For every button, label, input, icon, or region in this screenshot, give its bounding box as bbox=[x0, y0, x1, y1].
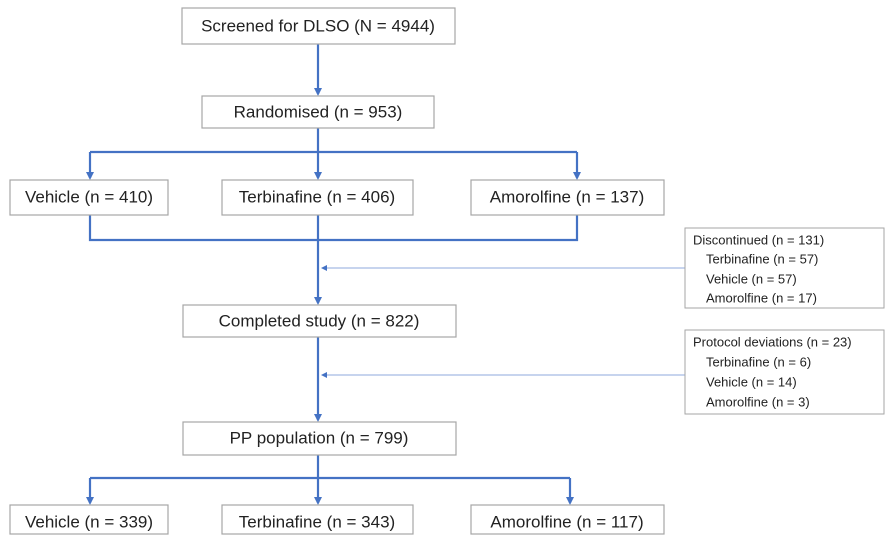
side-box-frame bbox=[684, 227, 885, 309]
side-title: Protocol deviations (n = 23) bbox=[693, 334, 852, 349]
box bbox=[9, 179, 169, 216]
box bbox=[470, 504, 665, 535]
side-item: Terbinafine (n = 57) bbox=[706, 251, 818, 266]
node-label: Screened for DLSO (N = 4944) bbox=[201, 16, 435, 35]
side-item: Amorolfine (n = 17) bbox=[706, 290, 817, 305]
side-box-frame bbox=[684, 329, 885, 415]
box bbox=[221, 504, 414, 535]
connectors bbox=[86, 44, 685, 505]
side-title: Discontinued (n = 131) bbox=[693, 232, 824, 247]
box bbox=[181, 7, 456, 45]
box bbox=[182, 304, 457, 338]
node-label: Completed study (n = 822) bbox=[219, 311, 420, 330]
side-item: Vehicle (n = 14) bbox=[706, 374, 797, 389]
boxes: Screened for DLSO (N = 4944) Randomised … bbox=[9, 7, 665, 535]
node-label: Terbinafine (n = 406) bbox=[239, 187, 395, 206]
side-item: Terbinafine (n = 6) bbox=[706, 354, 811, 369]
node-label: Vehicle (n = 339) bbox=[25, 512, 153, 531]
side-box: Protocol deviations (n = 23) Terbinafine… bbox=[684, 329, 885, 415]
node-label: Randomised (n = 953) bbox=[234, 102, 403, 121]
connector bbox=[88, 215, 579, 242]
side-item: Amorolfine (n = 3) bbox=[706, 394, 810, 409]
node-label: Amorolfine (n = 137) bbox=[490, 187, 645, 206]
node-label: PP population (n = 799) bbox=[230, 428, 409, 447]
connector bbox=[90, 128, 577, 154]
node-label: Amorolfine (n = 117) bbox=[490, 512, 643, 531]
side-item: Vehicle (n = 57) bbox=[706, 271, 797, 286]
box bbox=[221, 179, 414, 216]
box bbox=[182, 421, 457, 456]
node-label: Terbinafine (n = 343) bbox=[239, 512, 395, 531]
box bbox=[201, 95, 435, 129]
box bbox=[9, 504, 169, 535]
node-label: Vehicle (n = 410) bbox=[25, 187, 153, 206]
side-box: Discontinued (n = 131) Terbinafine (n = … bbox=[684, 227, 885, 309]
connector bbox=[90, 455, 570, 480]
box bbox=[470, 179, 665, 216]
